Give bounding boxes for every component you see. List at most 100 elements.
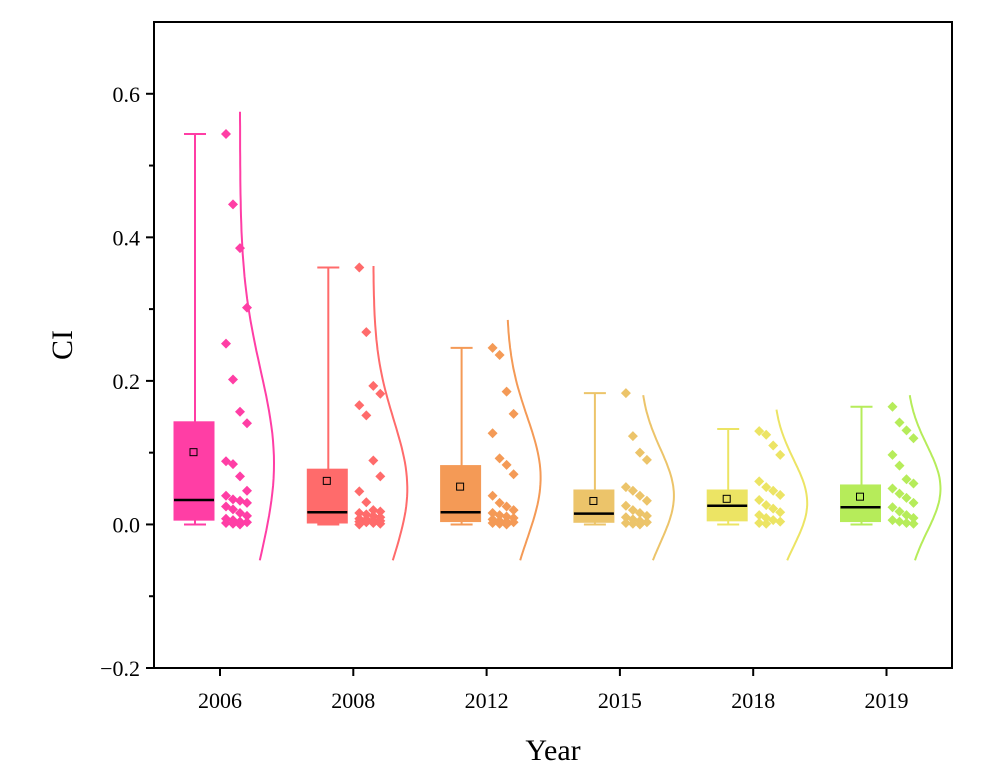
data-point [908, 433, 919, 444]
data-point [508, 505, 519, 516]
data-point [221, 128, 231, 139]
density-curve [506, 319, 542, 561]
data-point [235, 471, 245, 482]
mean-marker [322, 476, 331, 485]
data-point [775, 516, 786, 527]
data-point [908, 497, 919, 508]
data-point [894, 506, 905, 517]
data-point [901, 474, 912, 485]
data-point [221, 490, 231, 501]
data-point [487, 490, 498, 501]
data-point [361, 410, 372, 421]
group-2018 [706, 409, 809, 561]
data-point [775, 449, 786, 460]
data-point [228, 504, 238, 515]
data-point [775, 490, 786, 501]
data-point [775, 507, 786, 518]
data-point [501, 386, 512, 397]
density-curve [642, 395, 675, 561]
x-tick-label: 2018 [731, 688, 775, 713]
data-point [375, 506, 386, 517]
data-point [768, 440, 779, 451]
data-point [368, 455, 379, 466]
mean-marker [722, 494, 731, 503]
data-point [627, 485, 638, 496]
data-point [375, 471, 386, 482]
data-point [361, 509, 372, 520]
data-point [501, 501, 512, 512]
data-point [894, 460, 905, 471]
data-point [634, 490, 645, 501]
data-point [494, 350, 505, 361]
data-point [761, 482, 772, 493]
data-point [228, 199, 238, 210]
group-2012 [440, 319, 542, 561]
data-point [901, 425, 912, 436]
data-point [221, 338, 231, 349]
data-point [354, 507, 365, 518]
data-point [228, 518, 238, 529]
data-point [887, 449, 898, 460]
data-point [901, 492, 912, 503]
data-point [228, 494, 238, 505]
data-point [908, 512, 919, 523]
data-point [487, 518, 498, 529]
data-point [894, 516, 905, 527]
x-axis-title: Year [525, 734, 580, 767]
data-point [761, 429, 772, 440]
data-point [908, 518, 919, 529]
density-curve [239, 111, 276, 561]
data-point [894, 417, 905, 428]
box-iqr [306, 468, 348, 524]
data-point [242, 497, 252, 508]
y-tick-label: 0.2 [113, 369, 141, 394]
data-point [235, 519, 245, 530]
group-2019 [840, 395, 942, 561]
data-point [494, 497, 505, 508]
y-tick-label: 0.6 [113, 82, 141, 107]
data-point [368, 518, 379, 529]
group-2008 [306, 262, 409, 561]
data-point [620, 500, 631, 511]
data-point [754, 518, 765, 529]
data-point [754, 476, 765, 487]
data-point [894, 488, 905, 499]
x-tick-label: 2008 [331, 688, 375, 713]
data-point [354, 400, 365, 411]
data-point [754, 495, 765, 506]
data-point [641, 454, 652, 465]
data-point [768, 503, 779, 514]
data-point [235, 406, 245, 417]
data-point [361, 327, 372, 338]
data-point [634, 447, 645, 458]
data-point [620, 482, 631, 493]
box-iqr [840, 484, 881, 523]
data-point [908, 478, 919, 489]
data-point [494, 510, 505, 521]
data-point [494, 453, 505, 464]
x-tick-label: 2006 [198, 688, 242, 713]
y-tick-label: 0.4 [113, 225, 141, 250]
data-point [487, 428, 498, 439]
data-point [375, 518, 386, 529]
data-point [221, 518, 231, 529]
data-point [761, 500, 772, 511]
data-point [634, 519, 645, 530]
data-point [887, 515, 898, 526]
data-point [375, 388, 386, 399]
density-curve [372, 266, 409, 561]
data-point [228, 459, 238, 470]
data-point [501, 459, 512, 470]
data-point [368, 380, 379, 391]
y-axis-title: CI [46, 330, 79, 360]
data-point [242, 418, 252, 429]
data-point [501, 519, 512, 530]
y-tick-label: −0.2 [100, 656, 140, 681]
data-point [887, 502, 898, 513]
data-point [627, 518, 638, 529]
data-point [508, 469, 519, 480]
x-tick-label: 2015 [598, 688, 642, 713]
data-point [620, 388, 631, 399]
axis-ticks: −0.2 0.0 0.2 0.4 0.6 2006 2008 2012 2015 2018 2019 [100, 82, 908, 713]
data-point [354, 262, 365, 273]
